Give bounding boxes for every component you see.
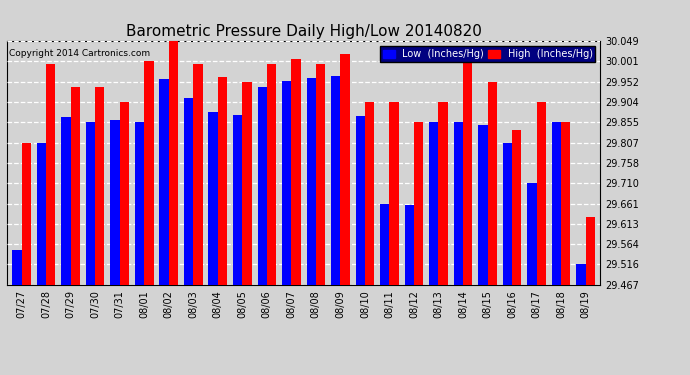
Title: Barometric Pressure Daily High/Low 20140820: Barometric Pressure Daily High/Low 20140… [126,24,482,39]
Bar [429,123,438,285]
Bar [282,81,291,285]
Bar [365,102,374,285]
Bar [453,123,463,285]
Bar [331,76,340,285]
Bar [380,204,389,285]
Bar [389,102,399,285]
Bar [576,264,586,285]
Bar [561,122,571,285]
Bar [478,125,488,285]
Bar [316,64,325,285]
Bar [110,120,119,285]
Bar [242,82,252,285]
Bar [404,205,414,285]
Bar [12,250,21,285]
Bar [512,130,522,285]
Legend: Low  (Inches/Hg), High  (Inches/Hg): Low (Inches/Hg), High (Inches/Hg) [380,46,595,62]
Bar [21,142,31,285]
Bar [414,123,423,285]
Bar [527,183,537,285]
Bar [70,87,80,285]
Bar [233,115,242,285]
Bar [355,116,365,285]
Bar [37,142,46,285]
Bar [306,78,316,285]
Bar [144,62,154,285]
Bar [340,54,350,285]
Bar [184,98,193,285]
Bar [46,64,55,285]
Bar [537,102,546,285]
Bar [267,64,276,285]
Bar [257,87,267,285]
Bar [169,41,178,285]
Bar [61,117,70,285]
Bar [552,123,561,285]
Bar [208,112,218,285]
Bar [291,59,301,285]
Bar [438,102,448,285]
Bar [488,82,497,285]
Bar [95,87,104,285]
Bar [503,142,512,285]
Bar [193,64,203,285]
Bar [135,123,144,285]
Bar [586,217,595,285]
Bar [463,51,472,285]
Bar [218,77,227,285]
Bar [159,78,169,285]
Bar [86,123,95,285]
Bar [119,102,129,285]
Text: Copyright 2014 Cartronics.com: Copyright 2014 Cartronics.com [10,49,150,58]
